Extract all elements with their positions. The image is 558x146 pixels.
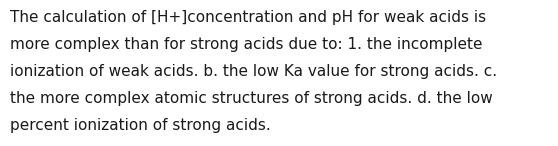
- Text: the more complex atomic structures of strong acids. d. the low: the more complex atomic structures of st…: [10, 91, 493, 106]
- Text: ionization of weak acids. b. the low Ka value for strong acids. c.: ionization of weak acids. b. the low Ka …: [10, 64, 497, 79]
- Text: The calculation of [H+]concentration and pH for weak acids is: The calculation of [H+]concentration and…: [10, 10, 486, 25]
- Text: more complex than for strong acids due to: 1. the incomplete: more complex than for strong acids due t…: [10, 37, 483, 52]
- Text: percent ionization of strong acids.: percent ionization of strong acids.: [10, 118, 271, 133]
